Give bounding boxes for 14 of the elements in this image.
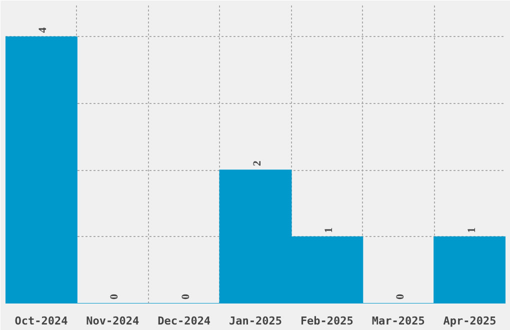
x-tick-label: Dec-2024: [158, 314, 211, 328]
data-label: 1: [466, 227, 478, 233]
data-label: 0: [394, 294, 406, 300]
data-label: 1: [322, 227, 335, 233]
data-label: 0: [108, 294, 121, 300]
x-tick-label: Oct-2024: [14, 314, 68, 328]
x-tick-label: Jan-2025: [229, 314, 282, 328]
data-label: 2: [252, 160, 264, 166]
data-label: 0: [180, 294, 192, 300]
x-tick-label: Mar-2025: [372, 314, 425, 328]
x-tick-label: Apr-2025: [443, 314, 496, 328]
x-tick-label: Nov-2024: [86, 314, 140, 328]
x-tick-label: Feb-2025: [300, 314, 354, 328]
data-label: 4: [37, 26, 50, 33]
